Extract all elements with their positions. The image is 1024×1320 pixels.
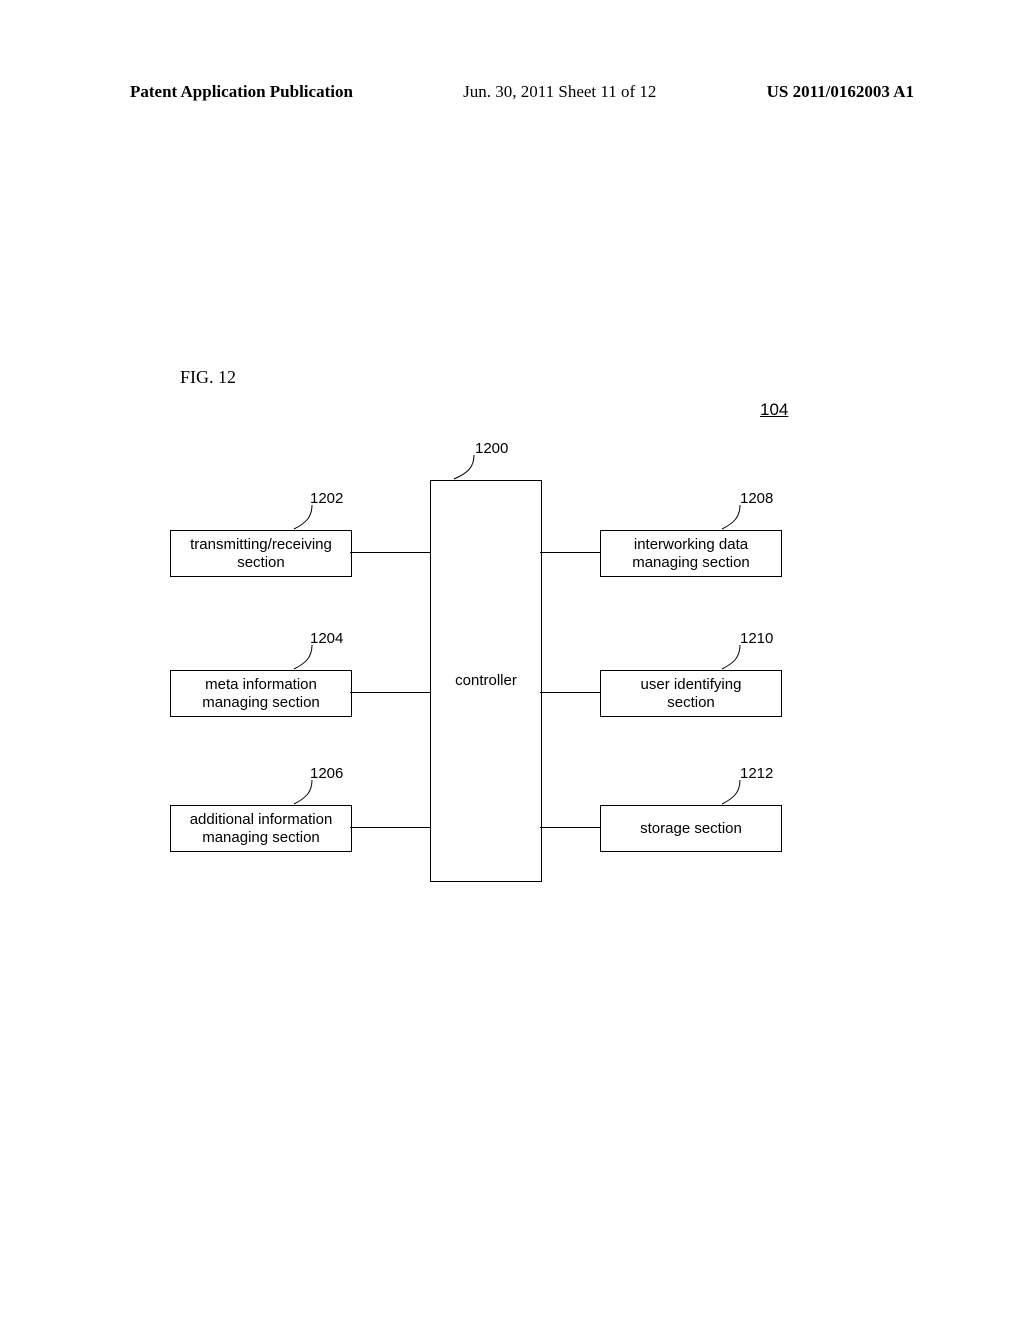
tx-rx-block: transmitting/receiving section bbox=[170, 530, 352, 577]
connector bbox=[350, 552, 430, 553]
connector bbox=[350, 692, 430, 693]
lead-1208 bbox=[728, 505, 758, 533]
storage-block: storage section bbox=[600, 805, 782, 852]
connector bbox=[540, 552, 600, 553]
connector bbox=[540, 827, 600, 828]
page-header: Patent Application Publication Jun. 30, … bbox=[0, 82, 1024, 102]
pub-type: Patent Application Publication bbox=[130, 82, 353, 102]
lead-1204 bbox=[300, 645, 330, 673]
figure-label: FIG. 12 bbox=[180, 367, 236, 388]
userident-label: user identifying section bbox=[641, 676, 742, 712]
block-diagram: controller 1200 transmitting/receiving s… bbox=[170, 405, 820, 905]
connector bbox=[350, 827, 430, 828]
userident-block: user identifying section bbox=[600, 670, 782, 717]
pub-number: US 2011/0162003 A1 bbox=[767, 82, 914, 102]
lead-1202 bbox=[300, 505, 330, 533]
controller-block: controller bbox=[430, 480, 542, 882]
pub-date: Jun. 30, 2011 Sheet 11 of 12 bbox=[463, 82, 656, 102]
controller-label: controller bbox=[455, 672, 517, 690]
tx-rx-label: transmitting/receiving section bbox=[190, 536, 332, 572]
meta-block: meta information managing section bbox=[170, 670, 352, 717]
storage-label: storage section bbox=[640, 820, 742, 838]
interwork-block: interworking data managing section bbox=[600, 530, 782, 577]
additional-block: additional information managing section bbox=[170, 805, 352, 852]
meta-label: meta information managing section bbox=[202, 676, 320, 712]
lead-1200 bbox=[462, 455, 492, 483]
additional-label: additional information managing section bbox=[190, 811, 333, 847]
lead-1206 bbox=[300, 780, 330, 808]
interwork-label: interworking data managing section bbox=[632, 536, 750, 572]
connector bbox=[540, 692, 600, 693]
lead-1210 bbox=[728, 645, 758, 673]
lead-1212 bbox=[728, 780, 758, 808]
